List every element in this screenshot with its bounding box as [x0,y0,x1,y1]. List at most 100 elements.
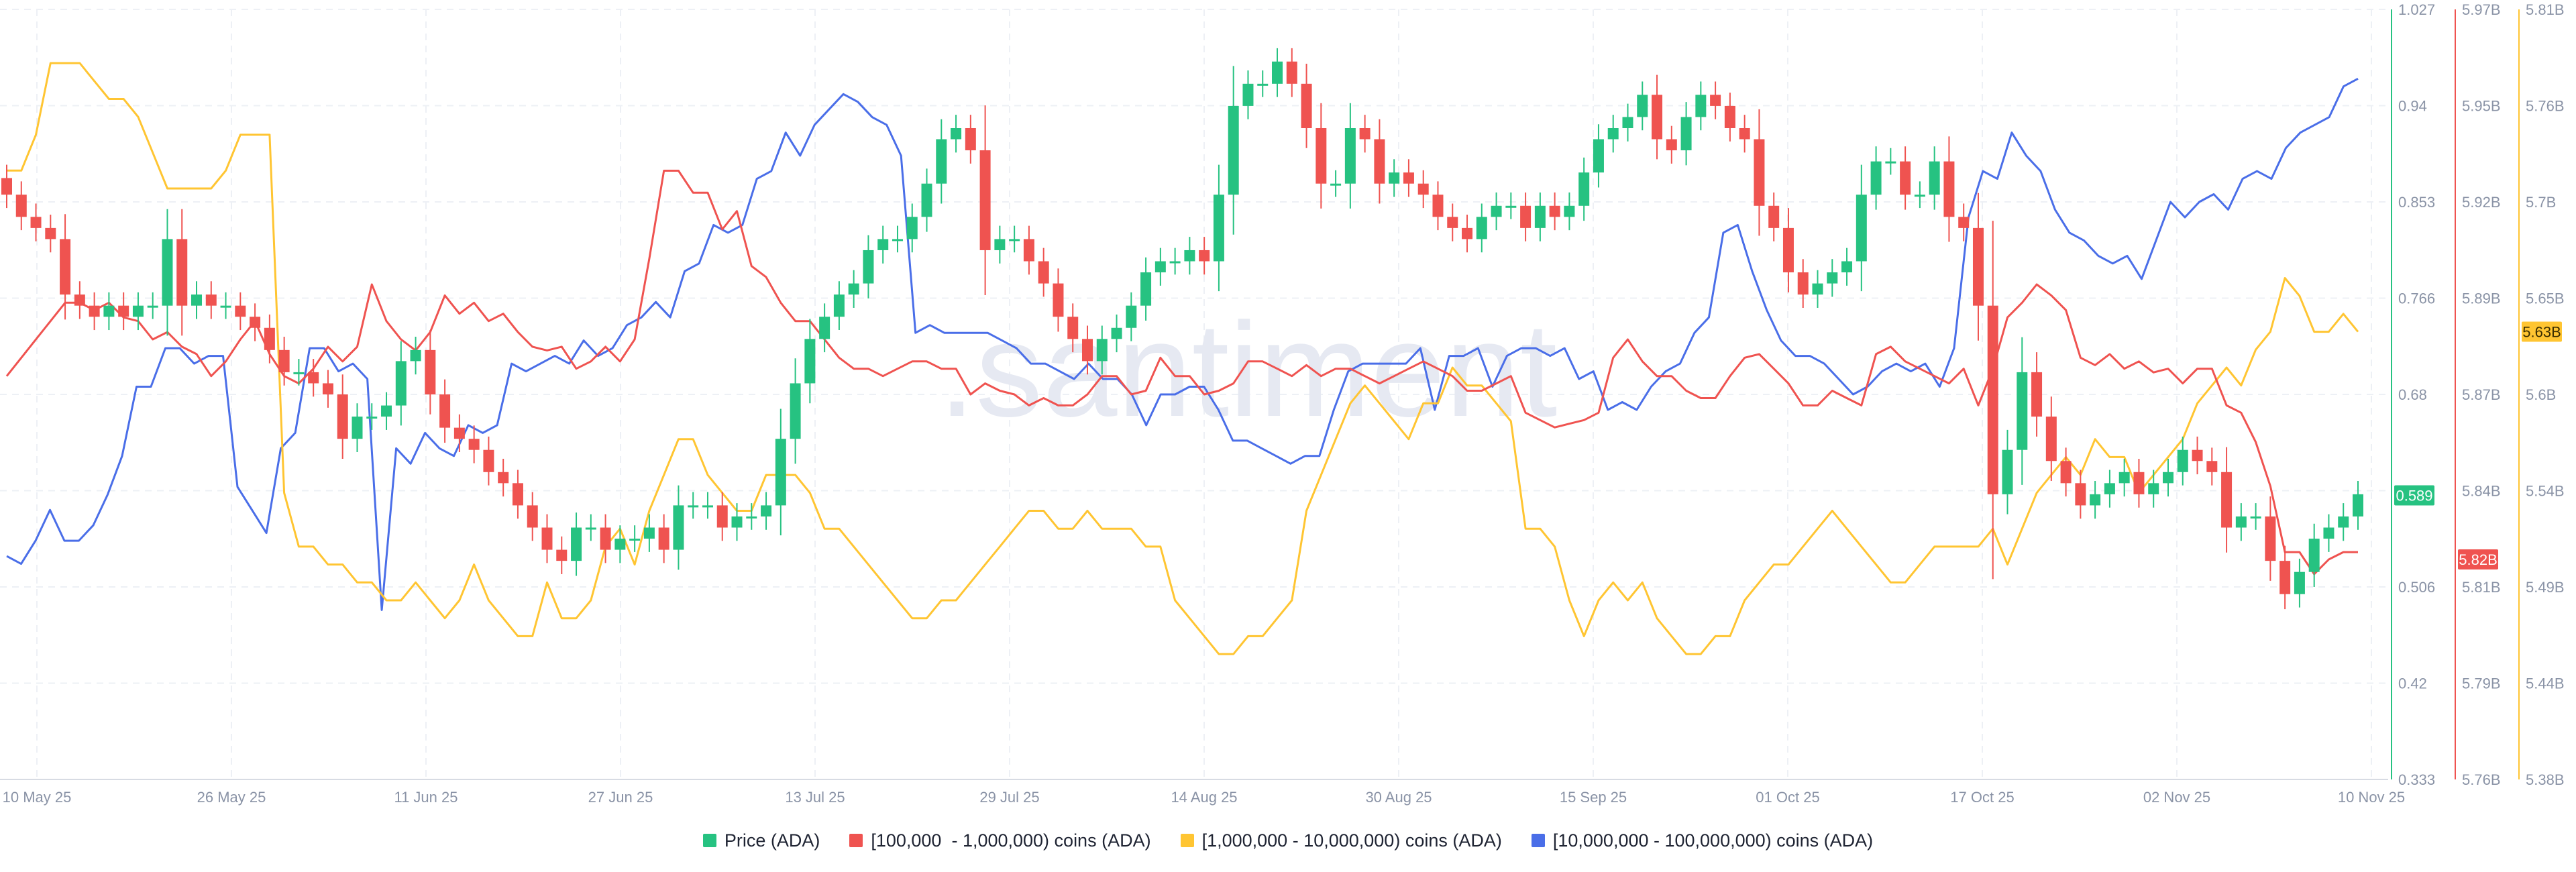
series-line-1m-10m [7,62,2359,655]
candle-body [2118,472,2130,484]
candle-body [1038,261,1049,284]
candle-body [1739,127,1750,140]
candle-body [176,239,188,306]
candle-body [1491,205,1502,217]
legend-swatch [1531,834,1545,847]
legend-swatch [1180,834,1194,847]
value-axis-tick-label: 5.89B [2462,290,2501,307]
candle-body [1520,205,1532,228]
value-axis-tick-label: 0.68 [2398,386,2427,403]
candle-body [1666,139,1677,151]
candle-body [1184,250,1195,262]
candle-body [1140,272,1152,306]
candle-body [951,127,962,140]
candle-body [614,539,626,550]
candle-body [1155,261,1166,273]
candle-body [921,183,932,217]
candle-body [395,361,407,406]
candle-body [162,239,173,306]
candle-body [1622,117,1633,128]
candle-body [118,305,129,317]
candle-body [410,349,421,362]
candle-body [30,217,42,228]
value-axis-tick-label: 5.81B [2462,579,2501,596]
candle-body [1432,195,1444,217]
candle-body [1096,339,1108,362]
candle-body [74,294,85,306]
value-axis-tick-label: 0.333 [2398,771,2435,788]
value-axis-tick-label: 5.81B [2526,1,2565,18]
candle-body [936,139,947,184]
candle-body [1417,183,1429,195]
candle-body [1593,139,1604,173]
candle-body [1023,239,1034,262]
candle-body [2221,472,2233,528]
candle-body [264,327,275,350]
candle-body [1724,105,1735,128]
candle-body [1199,250,1210,262]
legend-entry[interactable]: Price (ADA) [702,830,820,851]
candle-body [1914,195,1925,197]
candle-body [2031,372,2043,417]
value-axis-tick-label: 0.766 [2398,290,2435,307]
candle-body [1389,172,1400,184]
candle-body [381,405,392,417]
x-axis-tick-label: 15 Sep 25 [1560,789,1627,806]
candle-body [2353,494,2363,516]
candle-body [1870,161,1882,195]
value-axis-tick-label: 5.76B [2462,771,2501,788]
candle-body [89,305,100,317]
candle-body [1126,305,1137,328]
candle-body [1637,95,1648,117]
candle-body [761,505,772,516]
candle-body [512,483,523,506]
x-axis-tick-label: 29 Jul 25 [979,789,1039,806]
legend-label: Price (ADA) [724,830,820,851]
candle-body [1330,183,1342,186]
x-axis-tick-label: 13 Jul 25 [785,789,845,806]
candle-body [1242,83,1254,106]
candle-body [731,516,743,528]
candle-body [1344,127,1356,184]
candle-body [2162,472,2174,484]
candle-body [2294,571,2305,594]
x-axis-tick-label: 01 Oct 25 [1756,789,1819,806]
candle-body [643,527,655,539]
x-axis-tick-label: 14 Aug 25 [1171,789,1237,806]
candle-body [1958,217,1970,228]
legend-entry[interactable]: [100,000 - 1,000,000) coins (ADA) [849,830,1151,851]
candle-body [1710,95,1721,106]
candle-body [1680,117,1692,151]
candle-body [191,294,203,306]
value-axis-tick-label: 5.7B [2526,194,2556,211]
candle-body [322,383,333,394]
series-lines [5,62,2359,655]
candle-body [629,539,641,541]
value-axis-tick-label: 5.38B [2526,771,2565,788]
x-axis-tick-label: 02 Nov 25 [2143,789,2210,806]
current-value-badge [2458,549,2498,569]
candle-body [1403,172,1414,184]
value-axis-tick-label: 0.42 [2398,675,2427,692]
candle-body [1578,172,1590,206]
candle-body [1841,261,1853,273]
value-axis-tick-label: 5.76B [2526,98,2565,115]
candle-body [1,178,12,195]
candle-body [702,505,713,508]
chart: .santiment 1.027 0.94 0.853 0.766 0.68 0.589 0… [0,1,2565,806]
legend-swatch [702,834,716,847]
candle-body [1505,205,1517,208]
value-axis-tick-label: 0.853 [2398,194,2435,211]
candle-body [1812,283,1823,295]
candle-body [1111,327,1122,339]
candle-body [205,294,217,306]
candle-body [1081,339,1093,362]
value-axis-tick-label: 5.84B [2462,483,2501,500]
legend-entry[interactable]: [1,000,000 - 10,000,000) coins (ADA) [1180,830,1502,851]
candle-body [2060,461,2072,484]
x-axis-tick-label: 30 Aug 25 [1365,789,1432,806]
legend-entry[interactable]: [10,000,000 - 100,000,000) coins (ADA) [1531,830,1873,851]
x-axis-tick-label: 27 Jun 25 [588,789,653,806]
candle-body [1053,283,1064,317]
value-axis-tick-label: 5.87B [2462,386,2501,403]
